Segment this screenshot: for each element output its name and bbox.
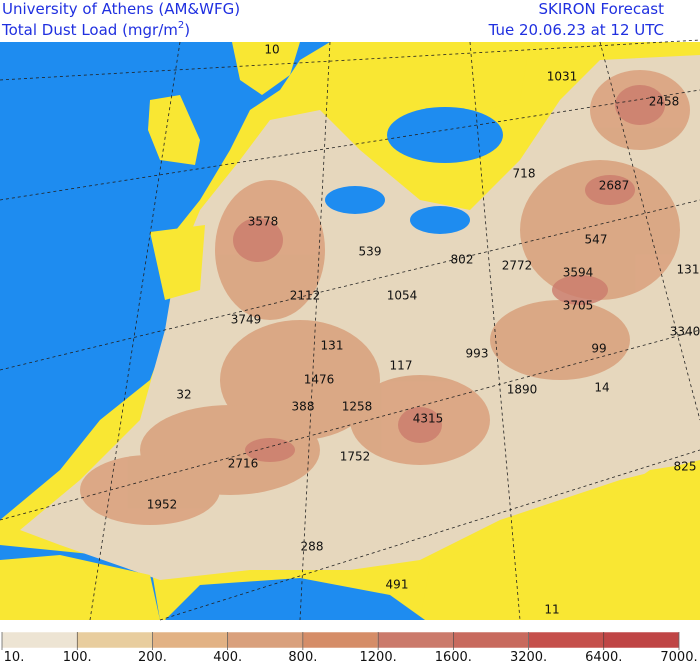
colorbar-label: 400.	[213, 650, 242, 662]
colorbar-bin	[152, 631, 228, 649]
colorbar-bin	[76, 631, 153, 649]
valid-time: Tue 20.06.23 at 12 UTC	[488, 21, 664, 39]
colorbar-bin	[603, 631, 680, 649]
map-label: 718	[513, 167, 536, 181]
land	[420, 462, 700, 620]
subtitle-text: Total Dust Load (mgr/m	[1, 21, 178, 39]
map-label: 539	[359, 245, 382, 259]
map-label: 993	[466, 347, 489, 361]
subtitle-end: )	[184, 21, 190, 39]
map-label: 1890	[507, 383, 538, 397]
colorbar-bin	[377, 631, 454, 649]
colorbar-label: 3200.	[510, 650, 547, 662]
product: SKIRON Forecast	[539, 0, 665, 18]
colorbar-bin	[227, 631, 304, 649]
colorbar-label: 7000.	[660, 650, 697, 662]
map-label: 3578	[248, 215, 279, 229]
colorbar-label: 1200.	[360, 650, 397, 662]
subtitle: Total Dust Load (mgr/m2)	[1, 20, 190, 39]
map-label: 2772	[502, 259, 533, 273]
map-label: 117	[390, 359, 413, 373]
map-label: 1054	[387, 289, 418, 303]
colorbar-label: 100.	[63, 650, 92, 662]
colorbar-label: 1600.	[435, 650, 472, 662]
colorbar-label: 200.	[138, 650, 167, 662]
land	[150, 225, 205, 300]
map-label: 10	[264, 43, 279, 57]
map-label: 1952	[147, 498, 178, 512]
colorbar-label: 6400.	[585, 650, 622, 662]
map-label: 802	[451, 253, 474, 267]
map-label: 547	[585, 233, 608, 247]
land	[0, 555, 160, 620]
map-label: 131	[677, 263, 700, 277]
map-label: 491	[386, 578, 409, 592]
map-label: 3705	[563, 299, 594, 313]
title: University of Athens (AM&WFG)	[2, 0, 240, 18]
colorbar-label: 10.	[4, 650, 25, 662]
map-label: 11	[544, 603, 559, 617]
colorbar: 10. 100. 200. 400. 800. 1200. 1600. 3200. 6400. 7…	[1, 631, 698, 665]
land	[148, 95, 200, 165]
dust-core	[233, 85, 665, 462]
map-label: 3594	[563, 266, 594, 280]
colorbar-label: 800.	[288, 650, 317, 662]
map-label: 1752	[340, 450, 371, 464]
map-label: 32	[176, 388, 191, 402]
map-label: 99	[591, 342, 606, 356]
sea	[165, 578, 425, 620]
map-label: 14	[594, 381, 609, 395]
map-label: 131	[321, 339, 344, 353]
land	[232, 42, 300, 95]
colorbar-bin	[302, 631, 379, 649]
land	[325, 42, 530, 140]
colorbar-bin	[528, 631, 605, 649]
subtitle-superscript: 2	[178, 20, 184, 31]
map-label: 4315	[413, 412, 444, 426]
map-label: 1031	[547, 70, 578, 84]
map-label: 2687	[599, 179, 630, 193]
map-label: 1476	[304, 373, 335, 387]
map-label: 288	[301, 540, 324, 554]
map-label: 3749	[231, 313, 262, 327]
graticule	[0, 39, 700, 621]
map-label: 388	[292, 400, 315, 414]
colorbar-bin	[1, 631, 78, 649]
sea	[410, 206, 470, 234]
map-label: 1258	[342, 400, 373, 414]
map-label: 3340	[670, 325, 700, 339]
map-labels: 10 1031 2458 718 2687 3578 547 539 802 2772 3594 13…	[147, 43, 700, 617]
sea	[325, 186, 385, 214]
colorbar-bin	[453, 631, 529, 649]
map-label: 2716	[228, 457, 259, 471]
sea	[387, 107, 503, 163]
map-label: 2458	[649, 95, 680, 109]
map-label: 825	[674, 460, 697, 474]
map: 10 1031 2458 718 2687 3578 547 539 802 2772 3594 13…	[0, 39, 700, 621]
map-label: 2112	[290, 289, 321, 303]
